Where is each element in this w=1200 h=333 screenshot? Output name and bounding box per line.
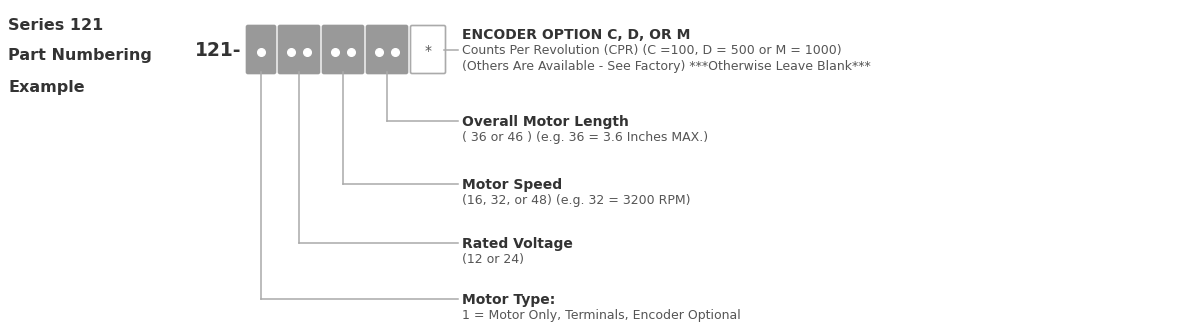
Text: (16, 32, or 48) (e.g. 32 = 3200 RPM): (16, 32, or 48) (e.g. 32 = 3200 RPM): [462, 194, 690, 207]
Text: ( 36 or 46 ) (e.g. 36 = 3.6 Inches MAX.): ( 36 or 46 ) (e.g. 36 = 3.6 Inches MAX.): [462, 131, 708, 144]
Text: Overall Motor Length: Overall Motor Length: [462, 115, 629, 129]
Text: Series 121: Series 121: [8, 18, 103, 33]
FancyBboxPatch shape: [366, 26, 408, 74]
FancyBboxPatch shape: [278, 26, 319, 74]
FancyBboxPatch shape: [246, 26, 276, 74]
FancyBboxPatch shape: [410, 26, 445, 74]
Text: Motor Type:: Motor Type:: [462, 293, 556, 307]
Text: Part Numbering: Part Numbering: [8, 48, 152, 63]
Text: 1 = Motor Only, Terminals, Encoder Optional: 1 = Motor Only, Terminals, Encoder Optio…: [462, 309, 740, 322]
Text: (12 or 24): (12 or 24): [462, 253, 524, 266]
Text: ENCODER OPTION C, D, OR M: ENCODER OPTION C, D, OR M: [462, 28, 690, 42]
Text: Motor Speed: Motor Speed: [462, 178, 562, 192]
Text: Counts Per Revolution (CPR) (C =100, D = 500 or M = 1000): Counts Per Revolution (CPR) (C =100, D =…: [462, 44, 841, 57]
Text: Example: Example: [8, 80, 85, 95]
Text: *: *: [425, 45, 432, 59]
Text: (Others Are Available - See Factory) ***Otherwise Leave Blank***: (Others Are Available - See Factory) ***…: [462, 60, 871, 73]
Text: Rated Voltage: Rated Voltage: [462, 237, 572, 251]
FancyBboxPatch shape: [323, 26, 364, 74]
Text: 121-: 121-: [194, 41, 241, 60]
